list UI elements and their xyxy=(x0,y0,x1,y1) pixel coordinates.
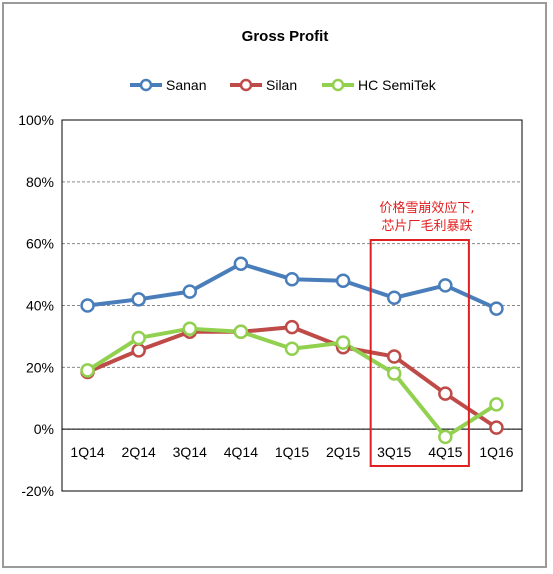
x-tick-label: 2Q14 xyxy=(122,444,156,460)
x-tick-label: 1Q16 xyxy=(479,444,513,460)
data-point xyxy=(131,292,146,307)
legend-marker xyxy=(331,78,345,92)
legend-label: Silan xyxy=(266,77,297,93)
data-point xyxy=(489,397,504,412)
x-tick-label: 4Q14 xyxy=(224,444,258,460)
data-point xyxy=(131,343,146,358)
series-lines xyxy=(80,256,504,445)
highlight-box xyxy=(369,239,470,467)
legend-label: HC SemiTek xyxy=(358,77,437,93)
data-point xyxy=(386,349,402,364)
data-point xyxy=(284,341,300,357)
x-tick-label: 1Q15 xyxy=(275,444,309,460)
x-tick-label: 2Q15 xyxy=(326,444,360,460)
x-tick-label: 1Q14 xyxy=(70,444,104,460)
data-point xyxy=(335,335,351,350)
y-tick-label: 60% xyxy=(26,236,54,252)
data-point xyxy=(80,298,95,313)
data-point xyxy=(386,366,402,381)
data-point xyxy=(284,271,300,287)
legend: Sanan Silan HC SemiTek xyxy=(130,77,437,93)
y-tick-label: 0% xyxy=(34,421,54,437)
y-tick-label: -20% xyxy=(21,483,54,499)
plot-area-border xyxy=(61,119,523,492)
annotation-text: 芯片厂毛利暴跌 xyxy=(381,218,472,234)
data-point xyxy=(233,256,249,272)
y-tick-label: 20% xyxy=(26,359,54,375)
annotation: 价格雪崩效应下, 芯片厂毛利暴跌 xyxy=(369,200,475,467)
x-tick-label: 4Q15 xyxy=(428,444,462,460)
data-point xyxy=(233,324,249,340)
data-point xyxy=(489,420,504,435)
legend-label: Sanan xyxy=(166,77,206,93)
data-point xyxy=(386,290,402,306)
legend-marker xyxy=(239,78,253,92)
data-point xyxy=(131,330,146,346)
x-tick-label: 3Q14 xyxy=(173,444,207,460)
annotation-text: 价格雪崩效应下, xyxy=(379,200,474,216)
y-tick-label: 40% xyxy=(26,298,54,314)
data-point xyxy=(80,363,95,378)
chart-title: Gross Profit xyxy=(242,28,329,45)
legend-marker xyxy=(139,78,153,92)
data-point xyxy=(438,278,453,293)
axes: -20% 0% 20% 40% 60% 80% 100% 1Q14 2Q14 3Q14 4Q14 1Q… xyxy=(18,112,523,499)
x-tick-label: 3Q15 xyxy=(377,444,411,460)
data-point xyxy=(438,429,453,445)
data-point xyxy=(438,386,453,401)
chart-frame xyxy=(2,2,547,568)
y-tick-label: 100% xyxy=(18,112,54,128)
data-point xyxy=(284,319,300,335)
y-tick-label: 80% xyxy=(26,174,54,190)
data-point xyxy=(335,273,351,289)
data-point xyxy=(489,301,504,316)
data-point xyxy=(182,284,198,299)
data-point xyxy=(182,321,198,336)
